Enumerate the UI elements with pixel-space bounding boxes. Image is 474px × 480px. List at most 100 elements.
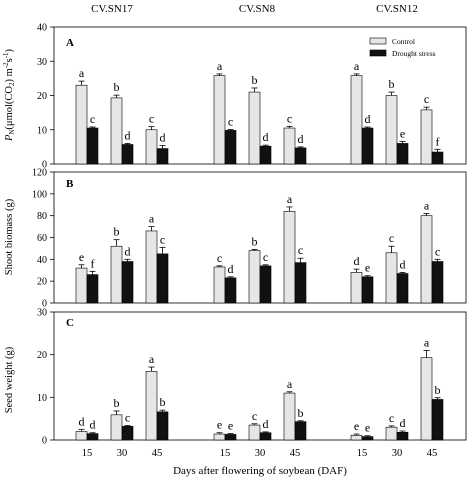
significance-letter: e bbox=[400, 126, 405, 140]
bar-drought bbox=[361, 127, 374, 165]
significance-letter: a bbox=[217, 59, 223, 73]
significance-letter: b bbox=[114, 80, 120, 94]
bar-drought bbox=[224, 277, 237, 304]
significance-letter: d bbox=[160, 131, 166, 145]
bar-control bbox=[75, 84, 88, 165]
significance-letter: a bbox=[424, 335, 430, 349]
significance-letter: c bbox=[90, 112, 95, 126]
significance-letter: e bbox=[79, 250, 84, 264]
bar-drought bbox=[121, 261, 134, 304]
significance-letter: a bbox=[79, 66, 85, 80]
bar-control bbox=[110, 414, 123, 441]
y-tick-label: 80 bbox=[37, 211, 47, 222]
y-tick-label: 20 bbox=[37, 350, 47, 361]
bar-control bbox=[248, 91, 261, 165]
bar-drought bbox=[156, 253, 169, 304]
significance-letter: a bbox=[424, 198, 430, 212]
bar-control bbox=[350, 435, 363, 441]
significance-letter: c bbox=[287, 111, 292, 125]
legend-control-swatch bbox=[369, 37, 387, 45]
y-tick-label: 20 bbox=[37, 277, 47, 288]
x-tick-label: 30 bbox=[392, 448, 403, 459]
significance-letter: c bbox=[217, 251, 222, 265]
ylabel-panel-a: PN(μmol(CO2) m-2s-1) bbox=[2, 48, 16, 142]
significance-letter: c bbox=[298, 243, 303, 257]
bar-control bbox=[420, 109, 433, 165]
significance-letter: c bbox=[389, 231, 394, 245]
x-tick-label: 45 bbox=[152, 448, 163, 459]
ylabel-a-sup1: -2 bbox=[2, 62, 10, 68]
bar-drought bbox=[396, 273, 409, 304]
y-tick-label: 30 bbox=[37, 308, 47, 319]
significance-letter: e bbox=[228, 419, 233, 433]
significance-letter: c bbox=[228, 114, 233, 128]
significance-letter: d bbox=[400, 416, 406, 430]
significance-letter: d bbox=[365, 112, 371, 126]
bar-control bbox=[213, 75, 226, 165]
bar-control bbox=[145, 230, 158, 304]
x-tick-label: 30 bbox=[117, 448, 128, 459]
legend-control-label: Control bbox=[392, 37, 415, 46]
legend: Control Drought stress bbox=[369, 37, 436, 58]
significance-letter: b bbox=[114, 225, 120, 239]
bar-drought bbox=[396, 432, 409, 441]
x-tick-label: 30 bbox=[255, 448, 266, 459]
x-tick-label: 15 bbox=[220, 448, 231, 459]
bar-drought bbox=[121, 144, 134, 165]
ylabel-a-sub2: 2 bbox=[8, 82, 16, 86]
bar-drought bbox=[431, 399, 444, 441]
bar-control bbox=[110, 245, 123, 304]
x-axis-title: Days after flowering of soybean (DAF) bbox=[173, 465, 347, 477]
bar-drought bbox=[86, 433, 99, 441]
bar-control bbox=[75, 267, 88, 304]
y-tick-label: 20 bbox=[37, 91, 47, 102]
significance-letter: b bbox=[252, 73, 258, 87]
significance-letter: d bbox=[125, 128, 131, 142]
ylabel-a-sup2: -1 bbox=[2, 52, 10, 58]
ylabel-a-mid: s bbox=[4, 58, 15, 62]
bar-drought bbox=[259, 145, 272, 165]
bar-drought bbox=[396, 143, 409, 165]
y-tick-label: 0 bbox=[42, 436, 47, 447]
significance-letter: b bbox=[435, 383, 441, 397]
bar-control bbox=[420, 357, 433, 441]
significance-letter: d bbox=[298, 132, 304, 146]
bar-drought bbox=[431, 261, 444, 304]
bar-control bbox=[75, 431, 88, 441]
bar-drought bbox=[224, 434, 237, 441]
significance-letter: c bbox=[424, 92, 429, 106]
bar-drought bbox=[156, 411, 169, 441]
bar-drought bbox=[361, 276, 374, 304]
significance-letter: f bbox=[91, 256, 95, 270]
significance-letter: d bbox=[79, 414, 85, 428]
significance-letter: b bbox=[252, 235, 258, 249]
panel-label-c: C bbox=[66, 317, 74, 329]
bar-drought bbox=[121, 426, 134, 441]
bar-control bbox=[213, 433, 226, 441]
bar-control bbox=[213, 266, 226, 304]
cultivar-label-sn8: CV.SN8 bbox=[239, 3, 276, 15]
ylabel-a-rest: (μmol(CO bbox=[4, 86, 15, 130]
bar-drought bbox=[294, 421, 307, 441]
bar-drought bbox=[259, 265, 272, 304]
significance-letter: e bbox=[217, 418, 222, 432]
significance-letter: b bbox=[160, 395, 166, 409]
bar-control bbox=[283, 392, 296, 441]
ylabel-a-end: ) bbox=[4, 48, 15, 52]
significance-letter: d bbox=[228, 262, 234, 276]
y-tick-label: 60 bbox=[37, 233, 47, 244]
ylabel-a-tail: ) m bbox=[4, 68, 15, 82]
x-tick-label: 15 bbox=[357, 448, 368, 459]
ylabel-panel-c: Seed weight (g) bbox=[4, 346, 15, 413]
significance-letter: c bbox=[252, 409, 257, 423]
bar-drought bbox=[294, 262, 307, 304]
y-tick-label: 0 bbox=[42, 160, 47, 171]
bar-control bbox=[248, 250, 261, 304]
bar-control bbox=[283, 211, 296, 304]
significance-letter: c bbox=[389, 411, 394, 425]
bar-drought bbox=[259, 432, 272, 441]
significance-letter: b bbox=[114, 396, 120, 410]
y-tick-label: 10 bbox=[37, 125, 47, 136]
y-tick-label: 40 bbox=[37, 255, 47, 266]
